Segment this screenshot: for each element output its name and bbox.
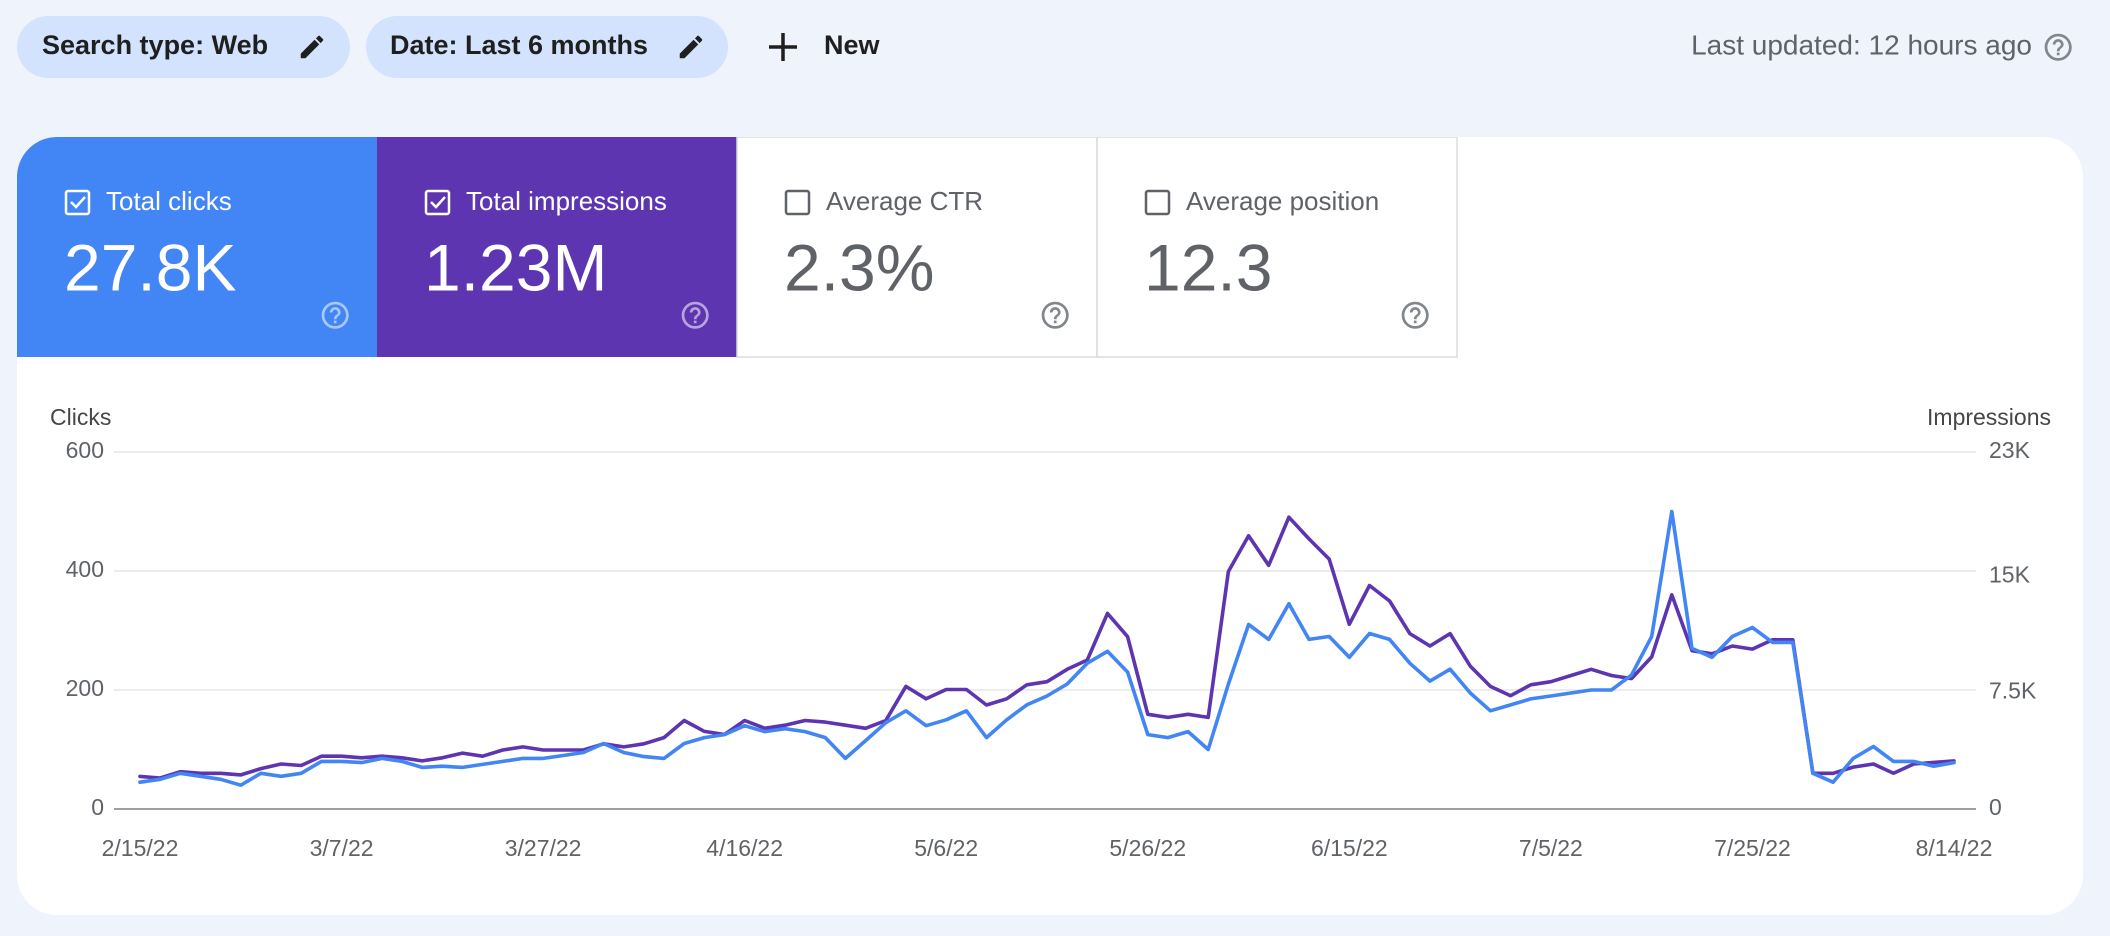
series-line: [138, 509, 1956, 787]
y2-axis-title: Impressions: [1927, 404, 2051, 430]
plus-icon: [769, 33, 797, 61]
chart: Clicks Impressions 0 200 400 600 0 7.5K 15K 23K…: [50, 404, 2051, 861]
filter-chip[interactable]: Search type: Web: [17, 16, 350, 78]
x-tick-label: 8/14/22: [1916, 835, 1993, 861]
chip-label: Date: Last 6 months: [390, 30, 648, 60]
chip-label: Search type: Web: [42, 30, 268, 60]
metric-label: Average CTR: [826, 186, 983, 216]
x-tick-label: 7/25/22: [1714, 835, 1791, 861]
checkbox: [424, 189, 451, 216]
x-tick-label: 5/6/22: [914, 835, 978, 861]
y2-tick-label: 23K: [1989, 437, 2031, 463]
checkbox: [1144, 189, 1171, 216]
y-tick-label: 0: [91, 794, 104, 820]
chip-bg: [366, 16, 728, 78]
x-tick-label: 5/26/22: [1109, 835, 1186, 861]
tile-bg: [736, 137, 1098, 358]
x-tick-label: 4/16/22: [706, 835, 783, 861]
metric-value: 1.23M: [424, 230, 607, 304]
x-tick-label: 3/7/22: [310, 835, 374, 861]
x-tick-label: 3/27/22: [505, 835, 582, 861]
new-button[interactable]: New: [769, 30, 881, 61]
tile-bg: [377, 137, 737, 357]
y2-tick-label: 0: [1989, 794, 2002, 820]
y-tick-label: 600: [66, 437, 104, 463]
x-tick-label: 2/15/22: [102, 835, 179, 861]
y-tick-label: 400: [66, 556, 104, 582]
metric-tile[interactable]: Average CTR 2.3%: [736, 137, 1098, 358]
y2-tick-label: 15K: [1989, 561, 2031, 587]
metric-label: Total impressions: [466, 186, 667, 216]
x-tick-label: 6/15/22: [1311, 835, 1388, 861]
last-updated: Last updated: 12 hours ago: [1691, 29, 2032, 60]
series-line: [138, 515, 1956, 780]
checkbox: [64, 189, 91, 216]
metric-label: Total clicks: [106, 186, 232, 216]
metric-tile[interactable]: Average position 12.3: [1096, 137, 1458, 358]
y2-tick-label: 7.5K: [1989, 678, 2037, 704]
metric-label: Average position: [1186, 186, 1379, 216]
metric-tile[interactable]: Total clicks 27.8K: [17, 137, 377, 357]
tile-bg: [17, 137, 377, 357]
metric-value: 27.8K: [64, 230, 236, 304]
x-tick-label: 7/5/22: [1519, 835, 1583, 861]
metric-tiles: Total clicks 27.8K Total impressions 1.23M A…: [17, 137, 1458, 358]
tile-bg: [1096, 137, 1458, 358]
y-axis-title: Clicks: [50, 404, 111, 430]
metric-tile[interactable]: Total impressions 1.23M: [377, 137, 737, 357]
new-label: New: [824, 30, 881, 60]
help-icon[interactable]: [2044, 33, 2072, 61]
filter-chip[interactable]: Date: Last 6 months: [366, 16, 728, 78]
y-tick-label: 200: [66, 675, 104, 701]
chip-bg: [17, 16, 350, 78]
checkmark: [70, 196, 86, 209]
checkbox: [784, 189, 811, 216]
metric-value: 12.3: [1144, 230, 1272, 304]
checkmark: [430, 196, 446, 209]
metric-value: 2.3%: [784, 230, 934, 304]
